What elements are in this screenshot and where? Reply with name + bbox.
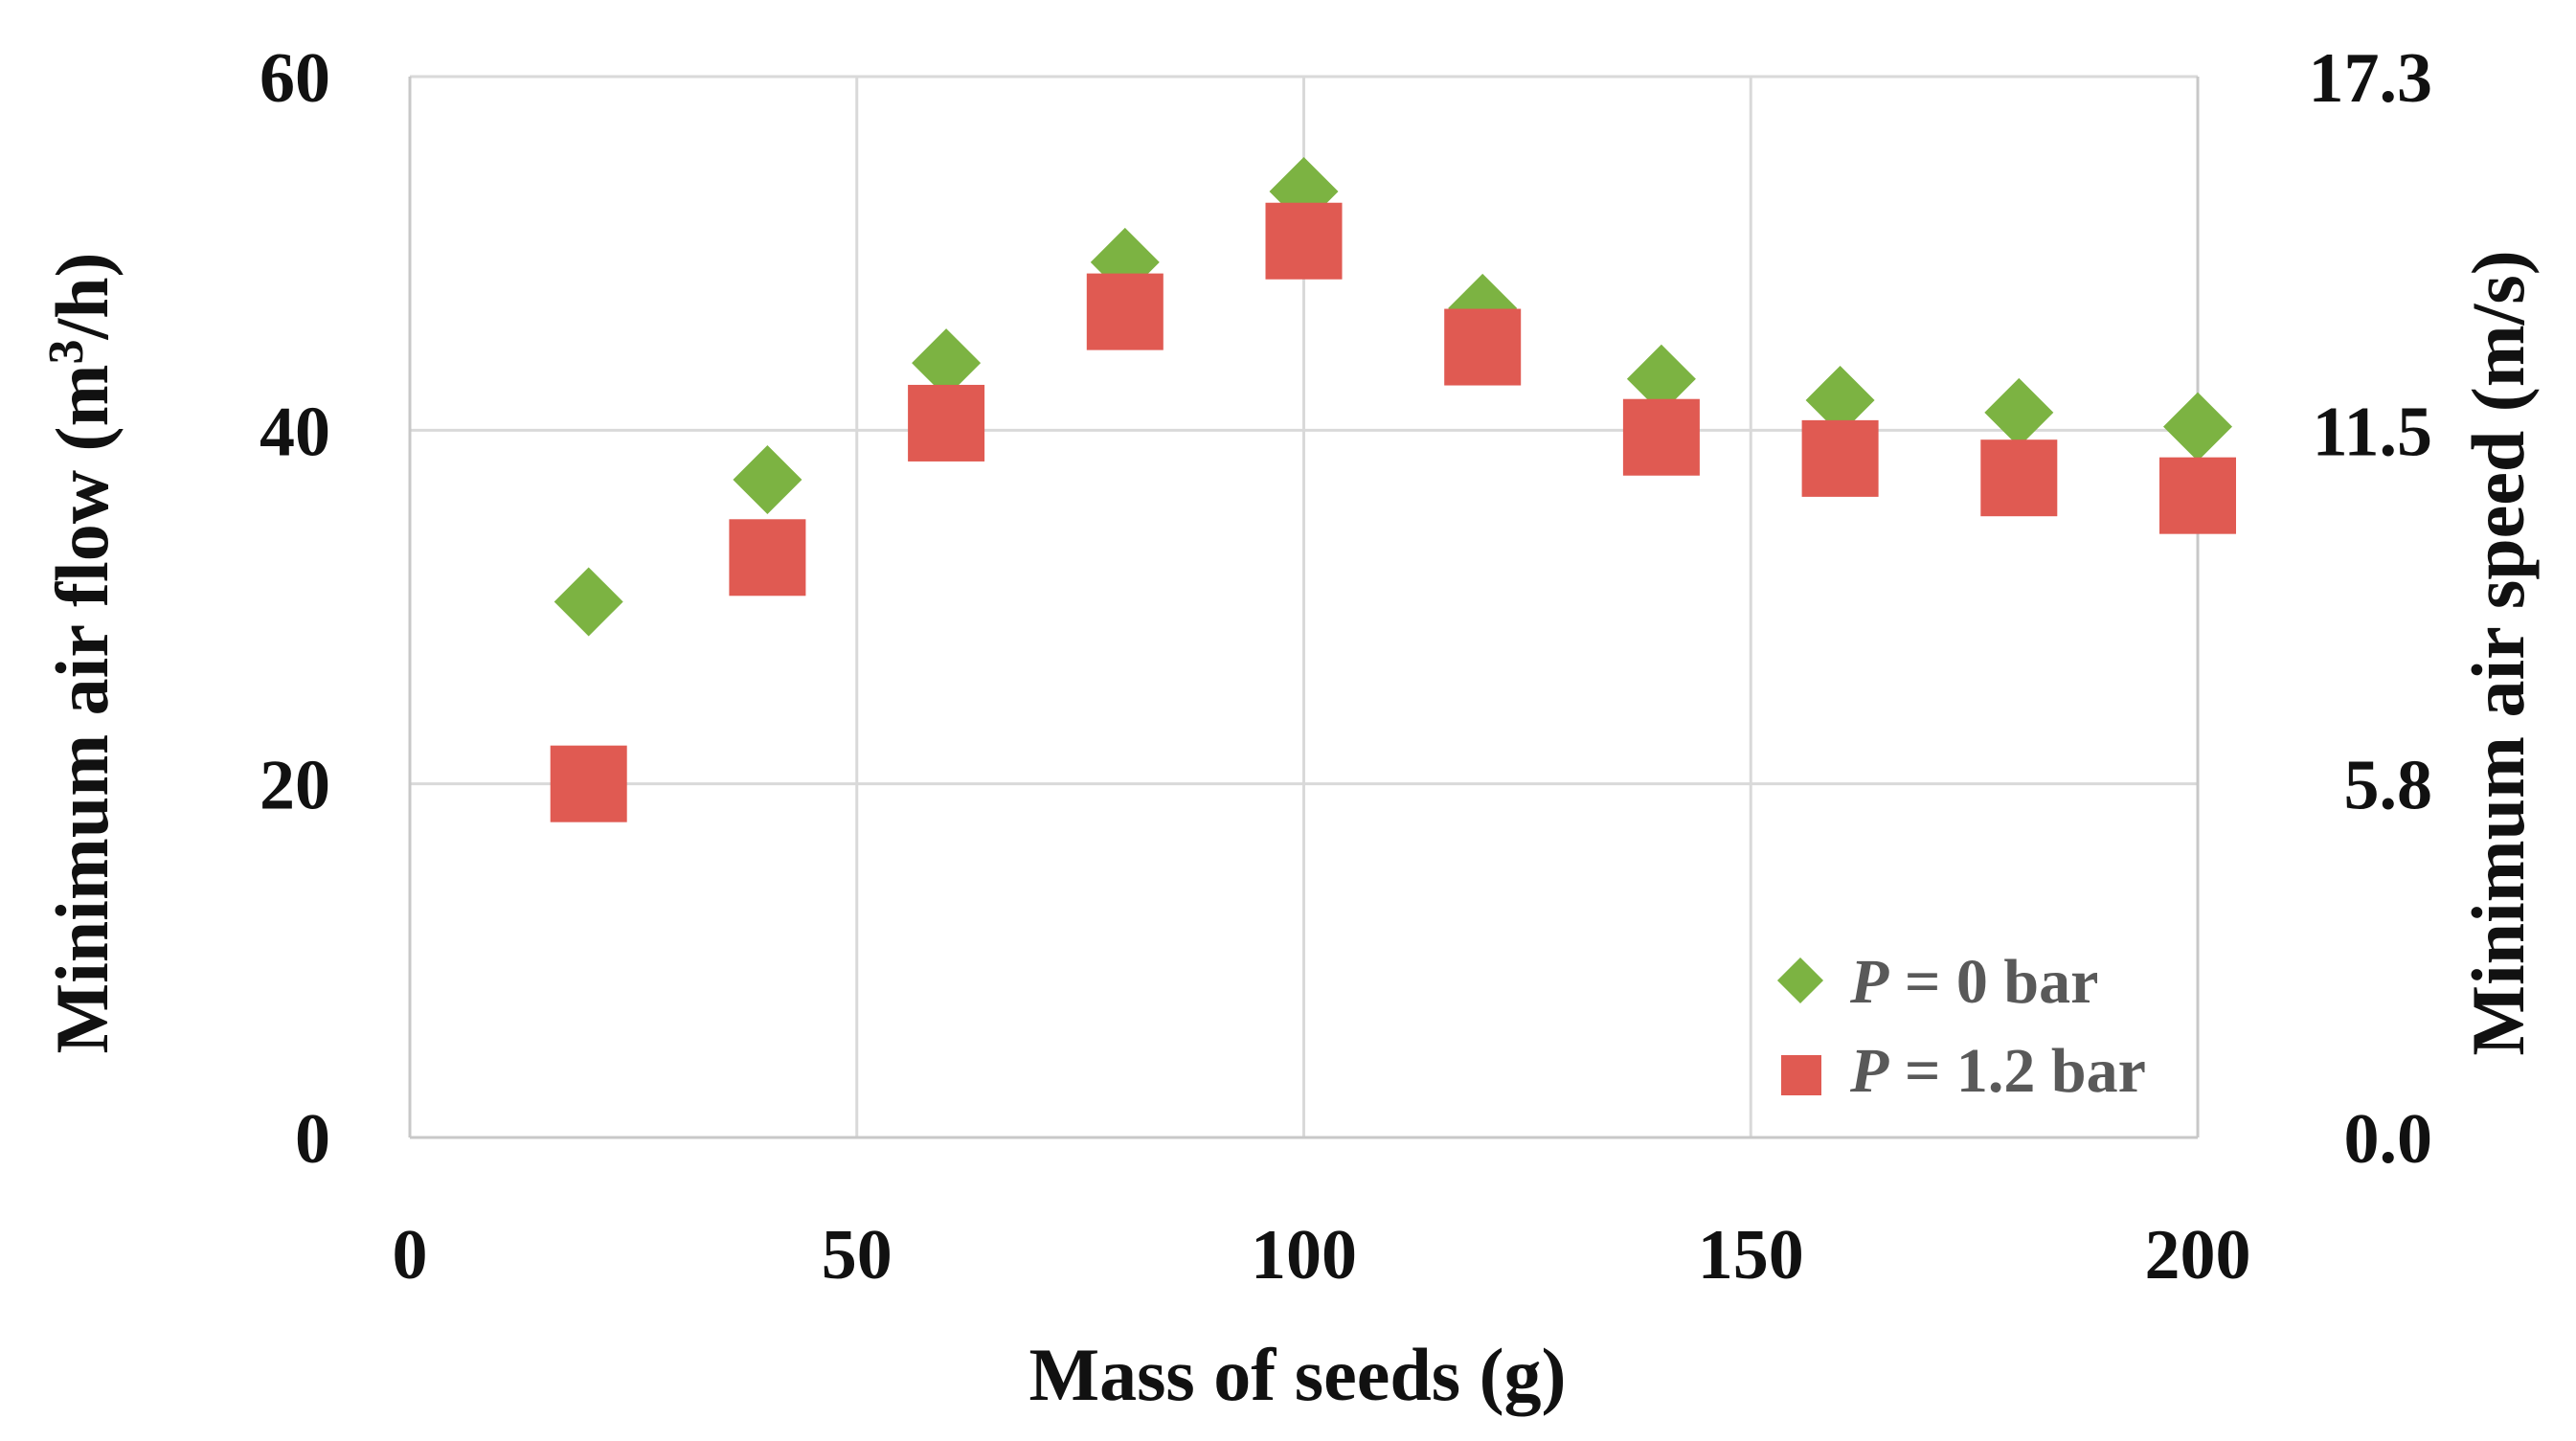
x-tick-label: 200: [2145, 1216, 2251, 1295]
data-point-square: [908, 384, 985, 462]
legend-marker-square: [1781, 1055, 1821, 1095]
x-tick-label: 100: [1251, 1216, 1357, 1295]
data-point-square: [1980, 439, 2058, 517]
data-point-diamond: [733, 445, 802, 515]
x-tick-label: 0: [393, 1216, 428, 1295]
data-point-diamond: [1805, 365, 1875, 435]
x-tick-label: 150: [1698, 1216, 1804, 1295]
data-point-square: [550, 745, 627, 822]
axes: [408, 77, 2200, 1139]
data-point-square: [1444, 308, 1522, 386]
data-point-square: [1265, 202, 1343, 280]
data-point-diamond: [1984, 377, 2054, 447]
right-y-tick-label: 17.3: [2309, 39, 2433, 118]
left-axis-title: Minimum air flow (m3/h): [39, 252, 124, 1053]
data-points: [550, 157, 2236, 822]
legend-label-p12: P = 1.2 bar: [1849, 1036, 2146, 1106]
tick-labels: 0 50 100 150 200 0 20 40 60 0.0 5.8 11.5 17.3: [260, 39, 2432, 1295]
data-point-square: [1622, 398, 1700, 476]
data-point-square: [1086, 273, 1164, 350]
data-point-diamond: [1626, 344, 1696, 414]
legend-marker-diamond: [1776, 957, 1824, 1004]
data-point-diamond: [912, 328, 982, 398]
legend-label-p0: P = 0 bar: [1849, 947, 2098, 1017]
right-y-tick-label: 11.5: [2313, 393, 2432, 471]
left-y-tick-label: 60: [260, 39, 330, 118]
data-point-square: [729, 519, 806, 597]
left-y-tick-label: 0: [295, 1100, 330, 1179]
right-y-tick-label: 5.8: [2344, 747, 2433, 825]
data-point-square: [1801, 419, 1879, 497]
legend: P = 0 bar P = 1.2 bar: [1776, 947, 2146, 1106]
left-y-tick-label: 20: [260, 747, 330, 825]
data-point-diamond: [2163, 392, 2232, 462]
right-y-tick-label: 0.0: [2344, 1100, 2433, 1179]
data-point-diamond: [554, 567, 623, 637]
x-tick-label: 50: [822, 1216, 893, 1295]
x-axis-title: Mass of seeds (g): [1028, 1333, 1566, 1416]
left-y-tick-label: 40: [260, 393, 330, 471]
right-axis-title: Minimum air speed (m/s): [2456, 250, 2540, 1055]
data-point-square: [2159, 457, 2236, 534]
